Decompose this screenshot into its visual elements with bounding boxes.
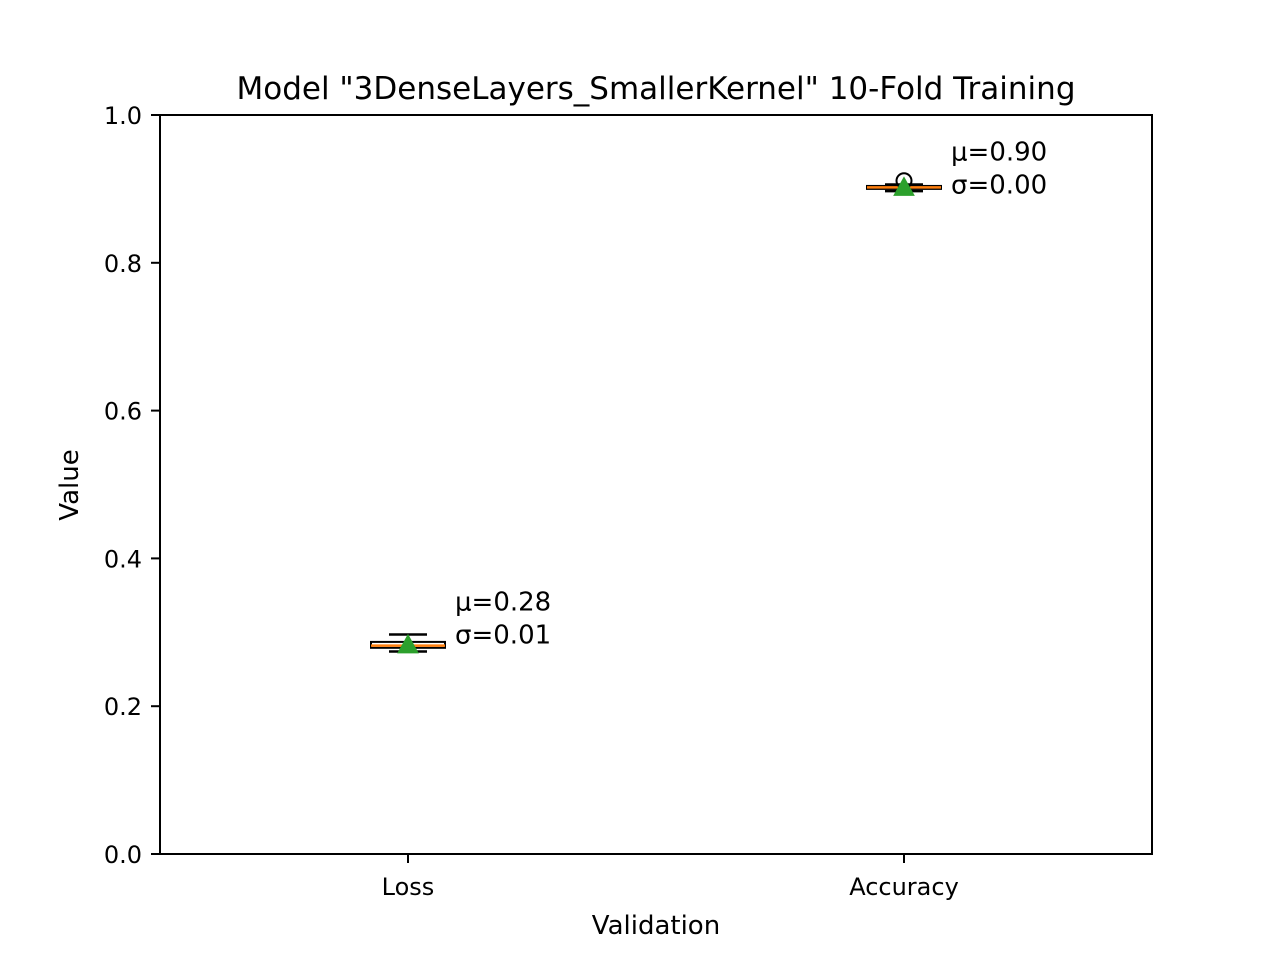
mean-annotation: μ=0.28 <box>455 588 551 618</box>
x-tick-label: Loss <box>382 873 435 901</box>
box-series: μ=0.28σ=0.01 μ=0.90σ=0.00 <box>370 137 1047 654</box>
y-tick-label: 0.8 <box>104 250 142 278</box>
box-loss: μ=0.28σ=0.01 <box>370 588 551 654</box>
mean-marker <box>397 633 419 654</box>
chart-title: Model "3DenseLayers_SmallerKernel" 10-Fo… <box>236 71 1075 107</box>
plot-area-frame <box>159 114 1153 855</box>
std-annotation: σ=0.01 <box>455 621 551 651</box>
x-axis: Loss Accuracy <box>382 854 959 901</box>
y-tick-label: 0.4 <box>104 545 142 573</box>
y-axis: 0.0 0.2 0.4 0.6 0.8 1.0 <box>104 102 160 869</box>
y-tick-label: 0.6 <box>104 398 142 426</box>
x-axis-label: Validation <box>592 911 720 941</box>
y-tick-label: 0.2 <box>104 693 142 721</box>
mean-annotation: μ=0.90 <box>951 137 1047 167</box>
mean-marker <box>893 176 915 196</box>
y-tick-label: 1.0 <box>104 102 142 130</box>
std-annotation: σ=0.00 <box>951 170 1047 200</box>
y-axis-label: Value <box>55 449 85 520</box>
box-accuracy: μ=0.90σ=0.00 <box>866 137 1047 200</box>
x-tick-label: Accuracy <box>849 873 959 901</box>
y-tick-label: 0.0 <box>104 841 142 869</box>
